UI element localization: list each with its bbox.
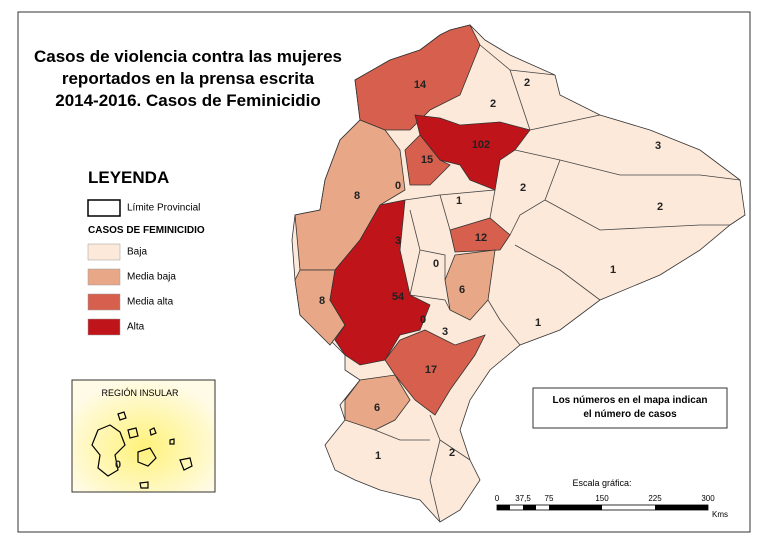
scale-unit: Kms bbox=[712, 510, 728, 519]
province-label: 2 bbox=[524, 77, 530, 89]
province-label: 3 bbox=[655, 140, 661, 152]
scale-tick: 75 bbox=[545, 494, 554, 503]
legend-boundary-swatch bbox=[87, 199, 121, 217]
islands bbox=[91, 411, 193, 489]
province bbox=[444, 249, 496, 321]
province bbox=[344, 374, 411, 431]
province-label: 2 bbox=[657, 201, 663, 213]
province-label: 3 bbox=[442, 326, 448, 338]
province bbox=[329, 199, 431, 366]
note-line: Los números en el mapa indican bbox=[552, 395, 707, 406]
title-line: 2014-2016. Casos de Feminicidio bbox=[55, 91, 321, 110]
legend-subtitle: CASOS DE FEMINICIDIO bbox=[88, 225, 205, 236]
note-box bbox=[532, 387, 728, 429]
province-label: 2 bbox=[449, 447, 455, 459]
legend-label: Alta bbox=[127, 322, 145, 333]
province-label: 3 bbox=[395, 235, 401, 247]
legend-label: Media baja bbox=[127, 272, 176, 283]
scale-tick: 225 bbox=[648, 494, 662, 503]
legend-swatch bbox=[87, 243, 121, 261]
province-label: 8 bbox=[354, 190, 360, 202]
inset-title: REGIÓN INSULAR bbox=[101, 388, 179, 398]
province-label: 1 bbox=[535, 317, 541, 329]
scale-tick: 37,5 bbox=[515, 494, 531, 503]
province-label: 12 bbox=[475, 232, 487, 244]
province-label: 2 bbox=[520, 182, 526, 194]
province bbox=[354, 24, 481, 131]
province-labels: 14 2 2 102 15 3 8 0 1 2 2 3 12 0 1 6 8 5… bbox=[319, 77, 663, 462]
province-label: 1 bbox=[610, 264, 616, 276]
province-label: 14 bbox=[414, 79, 427, 91]
legend-label: Baja bbox=[127, 247, 147, 258]
province-label: 54 bbox=[392, 291, 405, 303]
legend-label: Media alta bbox=[127, 297, 174, 308]
province-label: 6 bbox=[459, 284, 465, 296]
scale-tick: 300 bbox=[701, 494, 715, 503]
title-line: Casos de violencia contra las mujeres bbox=[34, 47, 342, 66]
province-label: 0 bbox=[433, 258, 439, 270]
note-line: el número de casos bbox=[583, 409, 677, 420]
province-label: 2 bbox=[490, 98, 496, 110]
scale-tick: 0 bbox=[495, 494, 500, 503]
province-label: 0 bbox=[420, 314, 426, 326]
legend-swatch bbox=[87, 318, 121, 336]
province bbox=[449, 217, 511, 253]
title-line: reportados en la prensa escrita bbox=[62, 69, 315, 88]
inset-value: 0 bbox=[115, 459, 121, 471]
legend-items: Baja Media baja Media alta Alta bbox=[87, 243, 176, 336]
legend-title: LEYENDA bbox=[88, 168, 169, 187]
scale-title: Escala gráfica: bbox=[572, 478, 631, 488]
scale-bar bbox=[496, 504, 709, 511]
province bbox=[404, 134, 451, 186]
legend-boundary-label: Límite Provincial bbox=[127, 203, 200, 214]
province-label: 1 bbox=[456, 195, 462, 207]
legend-swatch bbox=[87, 293, 121, 311]
province-label: 8 bbox=[319, 295, 325, 307]
province-label: 1 bbox=[375, 450, 381, 462]
province-label: 6 bbox=[374, 402, 380, 414]
province-label: 17 bbox=[425, 364, 437, 376]
province-label: 15 bbox=[421, 154, 433, 166]
legend-swatch bbox=[87, 268, 121, 286]
province-label: 0 bbox=[395, 180, 401, 192]
scale-tick: 150 bbox=[595, 494, 609, 503]
province-label: 102 bbox=[472, 139, 490, 151]
province bbox=[384, 329, 486, 416]
